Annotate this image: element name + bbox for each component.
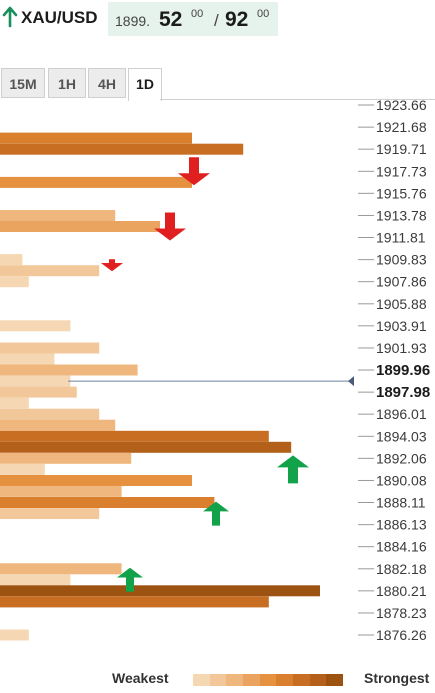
strength-legend: Weakest Strongest [0,668,435,690]
confluence-chart: 1923.66 1921.68 1919.71 1917.73 1915.76 1913.… [0,100,435,650]
tab-1d[interactable]: 1D [128,68,162,101]
confluence-bar [0,596,269,608]
confluence-bar [0,210,116,221]
price-level-label: 1876.26 [376,627,427,643]
confluence-bar [0,386,77,398]
confluence-bar [0,497,215,508]
legend-strongest-label: Strongest [364,670,430,686]
price-level-label: 1878.23 [376,605,427,621]
legend-gradient-bar [193,674,344,686]
price-level-label: 1884.16 [376,539,427,555]
legend-color-cell [309,674,327,686]
confluence-bar [0,132,192,144]
tab-4h[interactable]: 4H [88,68,126,98]
confluence-bar [0,452,132,464]
green-up-arrow-icon [203,501,229,526]
confluence-bar [0,574,71,586]
up-arrow-icon [2,6,18,28]
confluence-bar [0,364,138,376]
tab-1h[interactable]: 1H [48,68,86,98]
red-down-arrow-icon [178,157,210,186]
confluence-bar [0,397,29,409]
price-level-label: 1892.06 [376,450,427,466]
instrument-header: XAU/USD 1899. 52 00 / 92 00 [0,0,435,36]
legend-color-cell [259,674,277,686]
price-level-label: 1899.96 [376,362,430,379]
current-price-marker [348,376,354,387]
bid-pipette: 00 [191,8,204,20]
green-up-arrow-icon [117,567,143,592]
instrument-symbol: XAU/USD [21,8,98,27]
bid-big-digits: 52 [159,8,183,31]
confluence-bar [0,441,292,453]
confluence-bar [0,463,45,475]
price-level-label: 1913.78 [376,207,427,223]
red-down-arrow-icon [154,212,186,241]
confluence-bar [0,375,71,387]
red-down-arrow-icon [101,259,123,272]
green-up-arrow-icon [277,455,309,484]
legend-color-cell [276,674,294,686]
legend-color-cell [209,674,227,686]
ask-pipette: 00 [257,8,270,20]
confluence-bar [0,629,29,641]
price-level-label: 1888.11 [376,495,426,511]
legend-color-cell [326,674,344,686]
timeframe-tabs: 15M 1H 4H 1D [0,68,435,101]
confluence-bar [0,508,100,520]
price-level-label: 1897.98 [376,384,430,401]
price-level-label: 1915.76 [376,185,427,201]
price-level-label: 1894.03 [376,428,427,444]
confluence-bar [0,276,29,288]
price-level-label: 1917.73 [376,163,427,179]
bid-prefix: 1899. [115,13,151,29]
confluence-bar [0,430,269,442]
quote-box: 1899. 52 00 / 92 00 [108,2,278,36]
confluence-bar [0,419,116,431]
price-level-label: 1911.81 [376,230,426,246]
price-level-label: 1886.13 [376,517,427,533]
price-level-label: 1880.21 [376,583,427,599]
confluence-bar [0,176,192,188]
price-level-label: 1882.18 [376,561,427,577]
confluence-bar [0,221,160,232]
legend-color-cell [193,674,210,686]
confluence-bar [0,353,55,365]
tab-divider [160,99,435,100]
price-level-label: 1921.68 [376,119,427,135]
confluence-bar [0,585,320,597]
price-level-label: 1905.88 [376,296,427,312]
price-level-label: 1896.01 [376,406,427,422]
legend-weakest-label: Weakest [112,670,169,686]
legend-color-cell [226,674,244,686]
confluence-bar [0,254,23,266]
price-level-label: 1923.66 [376,100,427,113]
price-level-label: 1919.71 [376,141,427,157]
confluence-bar [0,408,100,420]
legend-color-cell [243,674,260,686]
confluence-bar [0,143,244,155]
confluence-bar [0,265,100,277]
confluence-bar [0,342,100,354]
confluence-bar [0,475,192,486]
quote-separator: / [214,11,219,30]
price-level-label: 1903.91 [376,318,427,334]
legend-color-cell [293,674,310,686]
tab-15m[interactable]: 15M [1,68,45,98]
ask-big-digits: 92 [225,8,249,31]
price-level-label: 1890.08 [376,472,427,488]
price-level-label: 1909.83 [376,252,427,268]
confluence-bar [0,563,122,575]
confluence-bar [0,320,71,332]
price-level-label: 1907.86 [376,274,427,290]
price-level-label: 1901.93 [376,340,427,356]
confluence-bar [0,485,122,497]
confluence-chart-svg: 1923.66 1921.68 1919.71 1917.73 1915.76 1913.… [0,100,430,643]
